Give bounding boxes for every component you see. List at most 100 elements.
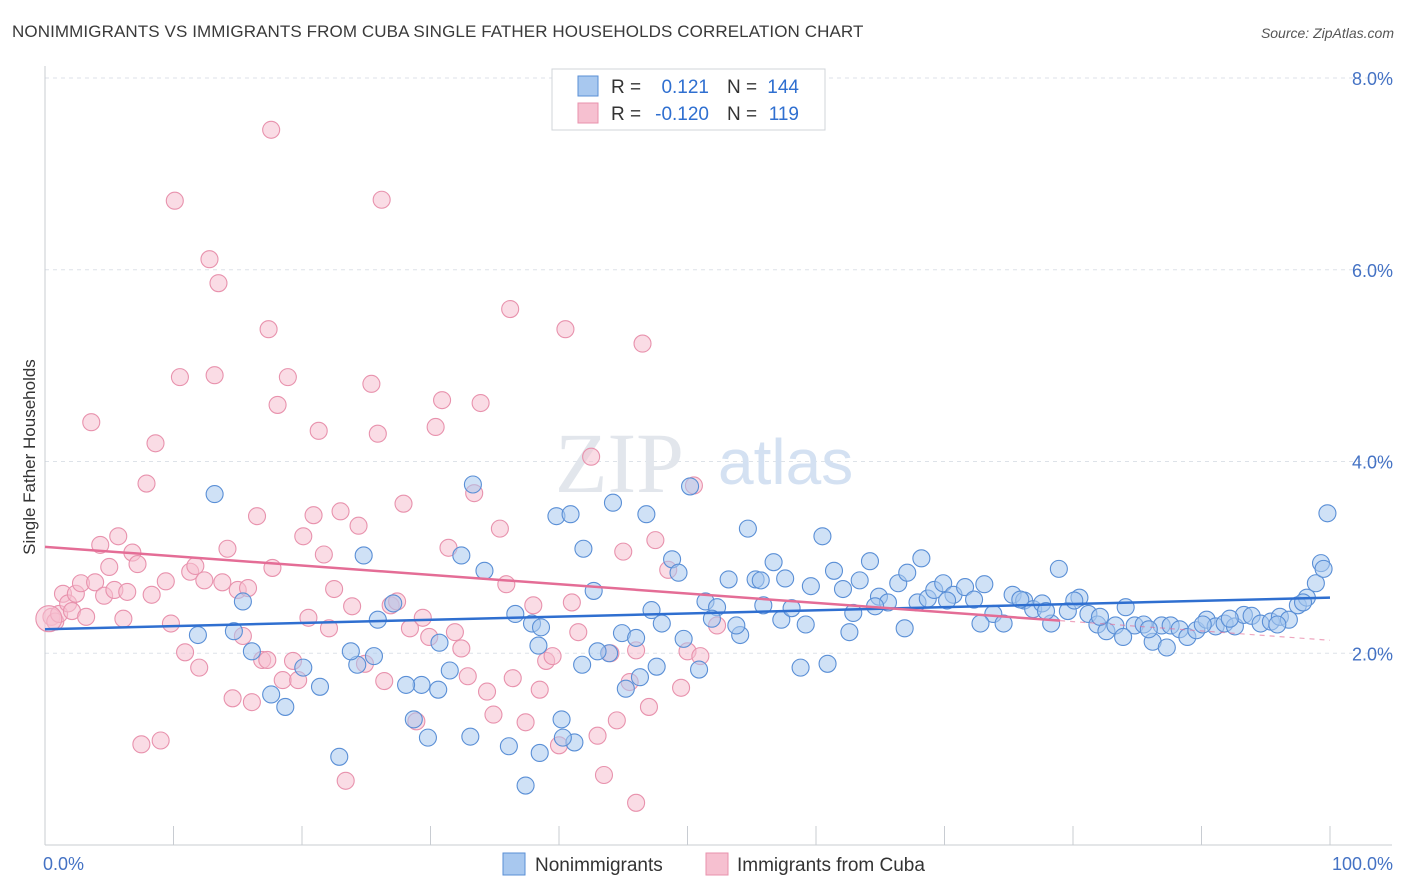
point-nonimmigrant-114 (818, 654, 837, 673)
y-tick-label-2: 6.0% (1352, 261, 1393, 281)
point-nonimmigrant-104 (1090, 607, 1110, 626)
point-nonimmigrant-49 (898, 563, 917, 582)
point-nonimmigrant-140 (330, 747, 349, 766)
point-nonimmigrant-30 (719, 570, 738, 589)
series-swatch-immigrants-from-cuba (705, 852, 729, 876)
point-cuba-99 (594, 765, 614, 785)
legend-r-value-pink: -0.120 (655, 104, 709, 125)
point-nonimmigrant-116 (776, 569, 795, 588)
point-cuba-88 (516, 713, 535, 732)
source-label: Source: ZipAtlas.com (1260, 25, 1394, 41)
legend-swatch-blue (577, 75, 599, 97)
point-nonimmigrant-37 (782, 599, 801, 618)
legend-swatch-pink (577, 102, 599, 124)
point-nonimmigrant-111 (895, 619, 914, 638)
point-nonimmigrant-97 (1293, 593, 1313, 612)
point-cuba-25 (156, 572, 175, 591)
point-cuba-9 (82, 413, 101, 432)
point-cuba-114 (262, 120, 281, 139)
point-nonimmigrant-42 (833, 579, 853, 599)
y-tick-label-1: 4.0% (1352, 453, 1393, 473)
point-cuba-67 (375, 672, 394, 691)
point-nonimmigrant-119 (702, 609, 721, 628)
axes (44, 66, 1392, 846)
point-nonimmigrant-146 (233, 592, 252, 611)
point-nonimmigrant-129 (530, 743, 549, 763)
point-cuba-107 (646, 531, 665, 550)
point-cuba-21 (137, 474, 156, 493)
legend-r-label-blue: R = (611, 77, 641, 98)
watermark: ZIP atlas (555, 415, 853, 511)
point-cuba-73 (413, 608, 432, 627)
point-cuba-17 (118, 582, 137, 601)
y-tick-label-3: 8.0% (1352, 69, 1393, 89)
point-cuba-37 (213, 573, 232, 592)
point-cuba-53 (294, 527, 313, 546)
point-cuba-60 (331, 502, 350, 521)
point-cuba-75 (426, 417, 445, 437)
point-cuba-76 (433, 391, 452, 410)
point-nonimmigrant-103 (1114, 627, 1133, 647)
series-legend: Nonimmigrants Immigrants from Cuba (502, 852, 925, 876)
point-nonimmigrant-101 (1157, 638, 1176, 657)
point-nonimmigrant-110 (912, 549, 931, 568)
trendlines (44, 545, 1331, 641)
point-cuba-92 (543, 647, 562, 666)
point-cuba-56 (309, 421, 328, 440)
point-nonimmigrant-121 (669, 563, 688, 582)
legend-n-value-pink: 119 (769, 104, 799, 125)
point-cuba-27 (165, 191, 184, 210)
point-cuba-70 (394, 494, 413, 513)
point-cuba-66 (368, 424, 387, 443)
nonimmigrants-points (188, 475, 1337, 795)
point-nonimmigrant-147 (224, 622, 243, 641)
point-nonimmigrant-22 (637, 505, 656, 524)
point-cuba-95 (562, 593, 581, 612)
point-nonimmigrant-123 (630, 668, 650, 687)
gridlines (45, 77, 1392, 654)
point-cuba-cluster (35, 605, 63, 633)
point-nonimmigrant-126 (573, 655, 592, 674)
point-cuba-35 (205, 366, 224, 385)
chart-title: NONIMMIGRANTS VS IMMIGRANTS FROM CUBA SI… (12, 22, 864, 41)
point-cuba-29 (176, 643, 195, 662)
point-cuba-20 (132, 735, 151, 754)
point-cuba-105 (633, 334, 652, 353)
y-tick-label-0: 2.0% (1352, 644, 1393, 664)
point-cuba-89 (524, 596, 543, 615)
point-nonimmigrant-148 (205, 485, 224, 504)
legend-r-value-blue: 0.121 (661, 77, 709, 98)
point-nonimmigrant-44 (850, 571, 869, 590)
point-cuba-85 (490, 519, 509, 538)
point-cuba-36 (209, 274, 228, 293)
point-nonimmigrant-39 (801, 577, 820, 596)
point-nonimmigrant-32 (738, 519, 757, 538)
correlation-legend: R = 0.121 N = 144 R = -0.120 N = 119 (551, 68, 826, 131)
point-nonimmigrant-57 (975, 575, 994, 594)
point-cuba-84 (484, 705, 503, 724)
point-cuba-83 (477, 682, 497, 701)
point-nonimmigrant-99 (1220, 609, 1239, 628)
series-swatch-nonimmigrants (502, 852, 526, 876)
point-nonimmigrant-118 (727, 616, 746, 635)
point-nonimmigrant-98 (1268, 615, 1287, 634)
point-cuba-33 (195, 571, 214, 590)
point-nonimmigrant-131 (499, 737, 518, 756)
trendline-nonimmigrants (44, 596, 1331, 631)
point-nonimmigrant-7 (463, 475, 482, 494)
point-cuba-16 (114, 609, 133, 628)
point-nonimmigrant-135 (384, 594, 403, 613)
legend-n-label-pink: N = (727, 104, 757, 125)
point-nonimmigrant-9 (506, 604, 525, 623)
point-cuba-57 (314, 545, 333, 564)
point-cuba-28 (170, 368, 189, 387)
point-cuba-96 (569, 623, 588, 642)
point-nonimmigrant-35 (764, 553, 783, 572)
point-cuba-43 (242, 693, 261, 712)
point-cuba-50 (278, 368, 297, 387)
legend-r-label-pink: R = (611, 104, 641, 125)
point-nonimmigrant-24 (652, 614, 671, 633)
point-cuba-22 (142, 585, 161, 604)
point-nonimmigrant-132 (461, 727, 480, 746)
point-cuba-39 (223, 689, 242, 708)
